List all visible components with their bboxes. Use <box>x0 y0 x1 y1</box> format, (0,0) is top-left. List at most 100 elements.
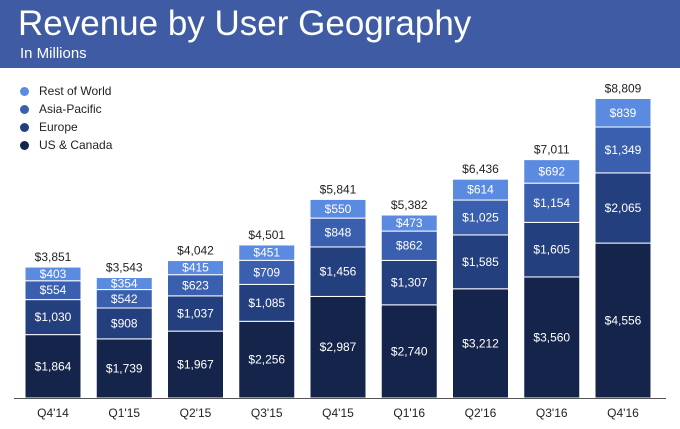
total-label: $5,841 <box>320 182 357 196</box>
data-label: $1,349 <box>605 143 642 157</box>
data-label: $709 <box>253 265 280 279</box>
data-label: $848 <box>325 226 352 240</box>
bar-segment-europe <box>452 234 509 290</box>
x-tick-label: Q1'15 <box>108 406 140 420</box>
bar-segment-europe <box>167 295 224 332</box>
data-label: $554 <box>40 283 67 297</box>
data-label: $862 <box>396 239 423 253</box>
bar-segment-europe <box>238 283 296 322</box>
bar-segment-us-canada <box>523 276 581 399</box>
bar-segment-us-canada <box>24 334 82 399</box>
data-label: $1,967 <box>177 358 214 372</box>
data-label: $1,739 <box>106 361 143 375</box>
data-label: $403 <box>40 267 67 281</box>
chart-title: Revenue by User Geography <box>18 4 472 43</box>
bar-segment-asia-pacific <box>594 126 652 174</box>
bar-segment-rest-of-world <box>523 159 581 184</box>
bar-segment-us-canada <box>95 338 153 399</box>
x-tick-label: Q1'16 <box>393 406 425 420</box>
bar-segment-rest-of-world <box>95 277 153 291</box>
bar-segment-europe <box>380 259 438 306</box>
data-label: $1,456 <box>320 265 357 279</box>
bar-segment-us-canada <box>309 295 367 399</box>
legend-dot-europe <box>20 122 29 132</box>
data-label: $1,037 <box>177 306 214 320</box>
data-label: $614 <box>467 183 494 197</box>
data-label: $542 <box>111 292 138 306</box>
data-label: $415 <box>182 261 209 275</box>
bar-segment-rest-of-world <box>238 244 296 261</box>
chart-subtitle: In Millions <box>20 45 87 62</box>
legend-item-asia-pacific: Asia-Pacific <box>20 100 112 118</box>
data-label: $1,585 <box>462 255 499 269</box>
total-label: $3,851 <box>35 250 72 264</box>
bar-segment-europe <box>523 221 581 278</box>
bar-segment-europe <box>95 307 153 340</box>
total-label: $4,501 <box>248 228 285 242</box>
total-label: $3,543 <box>106 261 143 275</box>
bar-segment-us-canada <box>167 330 224 399</box>
data-label: $1,864 <box>35 359 72 373</box>
x-tick-label: Q4'15 <box>322 406 354 420</box>
data-label: $451 <box>253 246 280 260</box>
x-tick-label: Q2'15 <box>180 406 212 420</box>
x-tick-label: Q4'16 <box>607 406 639 420</box>
legend-dot-asia-pacific <box>20 104 29 114</box>
data-label: $692 <box>538 164 565 178</box>
data-label: $354 <box>111 277 138 291</box>
bar-segment-asia-pacific <box>238 259 296 285</box>
data-label: $1,605 <box>533 243 570 257</box>
data-label: $2,065 <box>605 201 642 215</box>
bar-segment-europe <box>309 246 367 297</box>
legend-label: US & Canada <box>39 138 113 152</box>
legend-label: Asia-Pacific <box>39 102 102 116</box>
legend-item-rest-of-world: Rest of World <box>20 82 112 100</box>
bar-segment-europe <box>24 299 82 336</box>
data-label: $2,987 <box>320 340 357 354</box>
bar-segment-asia-pacific <box>523 182 581 223</box>
total-label: $6,436 <box>462 162 499 176</box>
data-label: $1,030 <box>35 310 72 324</box>
bar-segment-rest-of-world <box>167 260 224 276</box>
legend-dot-rest-of-world <box>20 86 29 96</box>
x-tick-label: Q4'14 <box>37 406 69 420</box>
total-label: $4,042 <box>177 244 214 258</box>
x-tick-label: Q3'15 <box>251 406 283 420</box>
data-label: $473 <box>396 216 423 230</box>
bar-segment-rest-of-world <box>24 266 82 282</box>
legend-item-us-canada: US & Canada <box>20 136 112 154</box>
data-label: $3,560 <box>533 330 570 344</box>
bar-segment-asia-pacific <box>452 199 509 236</box>
bar-segment-rest-of-world <box>309 198 367 219</box>
data-label: $1,025 <box>462 210 499 224</box>
total-label: $8,809 <box>605 81 642 95</box>
data-label: $550 <box>325 202 352 216</box>
data-label: $623 <box>182 278 209 292</box>
legend-label: Rest of World <box>39 84 112 98</box>
data-label: $3,212 <box>462 336 499 350</box>
bar-segment-asia-pacific <box>380 230 438 261</box>
data-label: $2,740 <box>391 344 428 358</box>
bar-segment-rest-of-world <box>380 214 438 232</box>
data-label: $908 <box>111 316 138 330</box>
chart-legend: Rest of World Asia-Pacific Europe US & C… <box>20 82 112 154</box>
bar-segment-rest-of-world <box>452 178 509 201</box>
header-banner: Revenue by User Geography In Millions <box>0 0 680 68</box>
data-label: $839 <box>610 106 637 120</box>
x-tick-label: Q2'16 <box>465 406 497 420</box>
data-label: $2,256 <box>248 353 285 367</box>
legend-label: Europe <box>39 120 78 134</box>
bar-segment-us-canada <box>380 304 438 399</box>
data-label: $1,085 <box>248 296 285 310</box>
bar-segment-asia-pacific <box>309 217 367 248</box>
bar-segment-us-canada <box>238 320 296 399</box>
data-label: $1,307 <box>391 276 428 290</box>
legend-dot-us-canada <box>20 140 29 150</box>
total-label: $5,382 <box>391 198 428 212</box>
legend-item-europe: Europe <box>20 118 112 136</box>
bar-segment-rest-of-world <box>594 97 652 128</box>
data-label: $4,556 <box>605 314 642 328</box>
data-label: $1,154 <box>533 196 570 210</box>
x-tick-label: Q3'16 <box>536 406 568 420</box>
